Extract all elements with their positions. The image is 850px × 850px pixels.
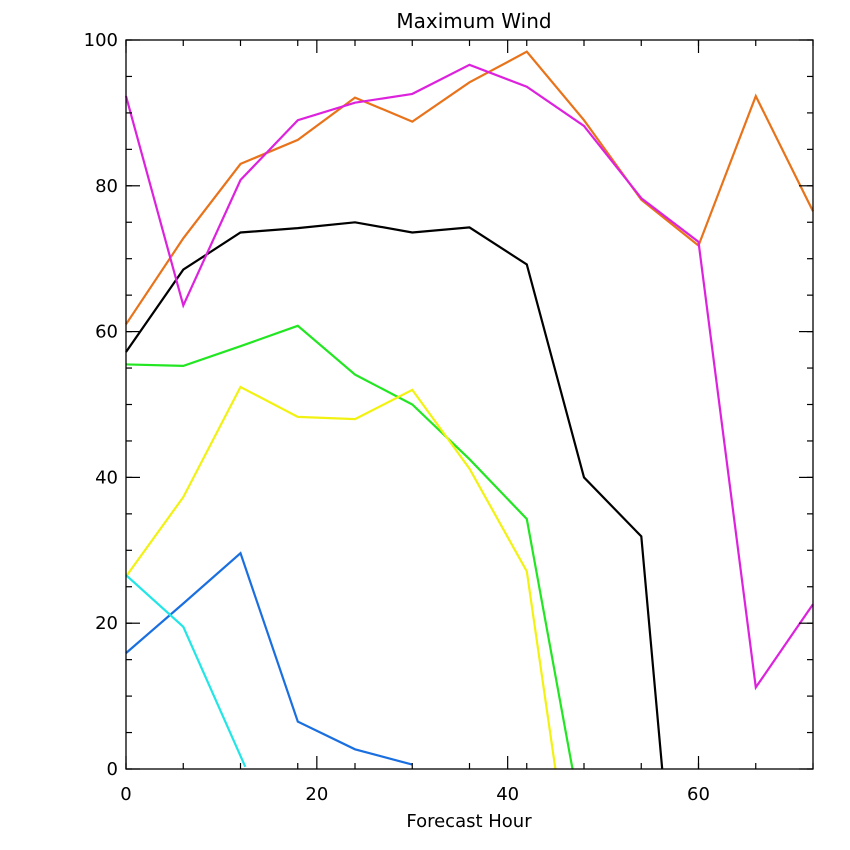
tick-layer: 0 20 40 60 0 20 40 60 80 100 — [84, 30, 814, 805]
x-tick-label: 40 — [496, 784, 519, 805]
series-line-2 — [125, 50, 814, 325]
series-line-7 — [125, 574, 247, 768]
y-tick-label: 80 — [95, 176, 118, 197]
y-tick-label: 100 — [84, 30, 118, 51]
x-tick-label: 60 — [687, 784, 710, 805]
series-line-3 — [124, 63, 814, 691]
series-line-5 — [125, 385, 557, 770]
x-tick-label: 20 — [305, 784, 328, 805]
y-tick-label: 0 — [107, 759, 118, 780]
x-tick-label: 0 — [120, 784, 131, 805]
series-line-6 — [125, 551, 413, 766]
plot-frame — [125, 39, 814, 770]
y-tick-label: 20 — [95, 613, 118, 634]
y-tick-label: 60 — [95, 322, 118, 343]
y-tick-label: 40 — [95, 467, 118, 488]
x-axis-label: Forecast Hour — [406, 811, 532, 832]
series-line-1 — [125, 221, 664, 770]
chart-title: Maximum Wind — [396, 9, 551, 33]
series-line-4 — [125, 324, 574, 770]
series-layer — [124, 50, 814, 770]
